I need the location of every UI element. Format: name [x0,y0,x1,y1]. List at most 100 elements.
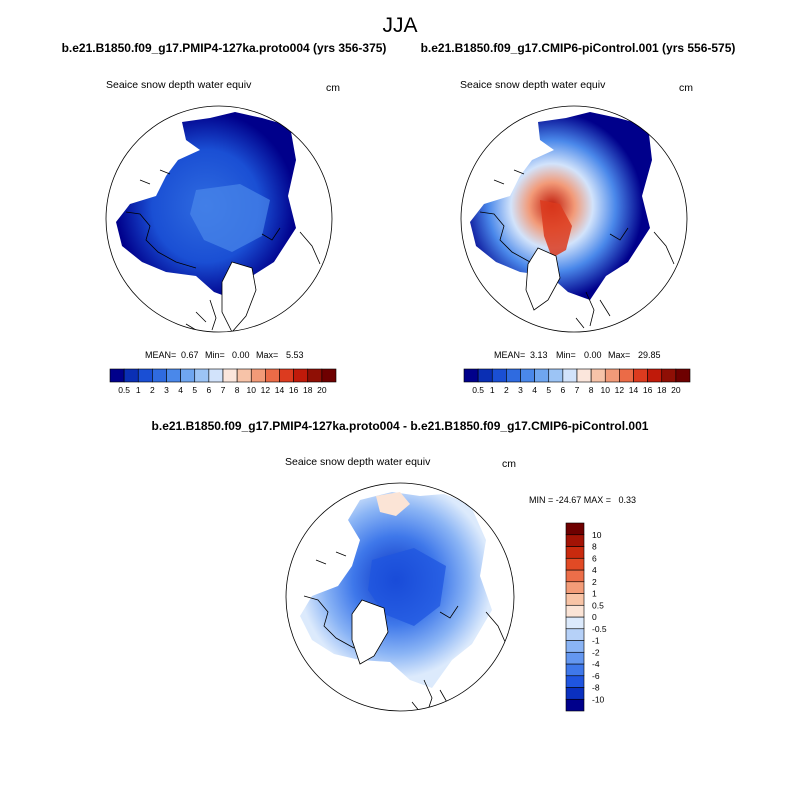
panel-b-colorbar-box [548,368,564,383]
panel-a-colorbar-box [152,368,167,383]
panel-a-colorbar-label: 20 [317,385,327,395]
panel-b-mean-label: MEAN= [494,350,525,360]
panel-b-coast-1 [479,169,675,265]
panel-c-colorbar-box [565,546,585,559]
panel-a: Seaice snow depth water equiv cm MEAN= 0… [105,79,340,395]
panel-c-colorbar-box [565,557,585,571]
panel-b-max-label: Max= [608,350,630,360]
panel-b-stats: MEAN= 3.13 Min= 0.00 Max= 29.85 [494,350,661,360]
panel-a-colorbar-box [265,368,280,383]
panel-b-variable-label: Seaice snow depth water equiv [460,79,606,91]
panel-b-colorbar-label: 4 [532,385,537,395]
panel-c-colorbar-box [565,675,585,688]
panel-a-colorbar-label: 8 [235,385,240,395]
panel-c-colorbar-box [565,593,585,606]
panel-a-colorbar-label: 16 [289,385,299,395]
panel-b-colorbar-box [491,368,507,383]
panel-a-mean-label: MEAN= [145,350,176,360]
panel-b-colorbar-box [604,368,620,383]
panel-a-mean-value: 0.67 [181,350,199,360]
panel-a-colorbar-label: 6 [207,385,212,395]
panel-a-colorbar-box [222,368,238,383]
panel-b-colorbar-label: 6 [561,385,566,395]
panel-b-colorbar-label: 14 [629,385,639,395]
panel-a-colorbar-box [307,368,323,383]
panel-c-colorbar-label: 8 [592,542,597,552]
panel-a-colorbar-label: 4 [178,385,183,395]
panel-b-colorbar-label: 20 [671,385,681,395]
panel-c-map [286,483,514,711]
panel-a-colorbar-box [109,368,125,383]
panel-b-colorbar-label: 5 [546,385,551,395]
panel-a-colorbar: 0.5 1 2 3 4 5 6 7 8 10 12 14 16 18 20 [109,368,337,395]
panel-a-colorbar-box [166,368,181,383]
panel-a-colorbar-label: 12 [261,385,271,395]
panel-a-case-title: b.e21.B1850.f09_g17.PMIP4-127ka.proto004… [62,41,387,55]
panel-c-map-border [285,482,515,712]
panel-a-units-label: cm [326,82,340,94]
panel-b: Seaice snow depth water equiv cm MEAN= 3… [460,79,693,395]
panel-c-colorbar-label: -8 [592,683,600,693]
panel-c-greenland [351,599,389,665]
panel-c-colorbar-box [565,581,585,594]
panel-b-colorbar-box [675,368,691,383]
panel-a-map-border [105,105,333,333]
panel-b-colorbar-label: 0.5 [472,385,484,395]
panel-b-colorbar-label: 7 [575,385,580,395]
panel-c-colorbar-label: -2 [592,647,600,657]
panel-c-coast-1 [303,551,507,649]
panel-c-colorbar-box [565,534,585,547]
panel-a-colorbar-box [180,368,196,383]
panel-c-case-title: b.e21.B1850.f09_g17.PMIP4-127ka.proto004… [152,419,649,433]
panel-c-units-label: cm [502,458,516,470]
panel-c-colorbar-label: 1 [592,589,597,599]
panel-a-colorbar-label: 3 [164,385,169,395]
panel-c-colorbar-label: 10 [592,530,602,540]
panel-c-colorbar-box [565,604,585,618]
panel-a-colorbar-label: 1 [136,385,141,395]
panel-a-greenland [221,261,257,332]
panel-b-colorbar-box [633,368,648,383]
panel-b-min-value: 0.00 [584,350,602,360]
panel-c-colorbar-label: 4 [592,565,597,575]
panel-c-colorbar-label: -4 [592,659,600,669]
panel-c-colorbar-label: 2 [592,577,597,587]
panel-b-colorbar-box [463,368,479,383]
panel-b-colorbar-label: 12 [615,385,625,395]
panel-b-snow-core [540,200,572,258]
panel-c-colorbar-box [565,663,585,677]
panel-c-colorbar-box [565,687,585,700]
panel-c-diff-core [368,548,446,626]
panel-a-colorbar-box [208,368,224,383]
panel-c-positive-patch [376,492,410,516]
panel-c: Seaice snow depth water equiv cm MIN = -… [285,456,636,712]
panel-b-colorbar-box [576,368,592,383]
panel-c-colorbar-label: 0 [592,612,597,622]
panel-b-colorbar-box [562,368,578,383]
panel-b-greenland [525,247,561,311]
panel-a-colorbar-box [250,368,266,383]
panel-c-colorbar-label: 0.5 [592,600,604,610]
panel-b-colorbar-box [619,368,634,383]
panel-c-colorbar-box [565,698,585,712]
panel-c-colorbar-label: -1 [592,636,600,646]
panel-a-colorbar-label: 7 [221,385,226,395]
panel-c-min-max-label: MIN = -24.67 MAX = 0.33 [529,495,636,505]
panel-c-colorbar-box [565,616,585,630]
panel-b-min-label: Min= [556,350,576,360]
panel-a-colorbar-box [279,368,294,383]
panel-a-colorbar-box [321,368,337,383]
panel-c-colorbar-box [565,640,585,653]
panel-c-colorbar-label: 6 [592,553,597,563]
panel-b-max-value: 29.85 [638,350,661,360]
panel-a-coast-1 [125,169,321,269]
panel-b-mean-value: 3.13 [530,350,548,360]
panel-b-colorbar-label: 16 [643,385,653,395]
figure-title: JJA [382,14,417,37]
panel-a-snow-core [190,184,270,252]
panel-b-units-label: cm [679,82,693,94]
panel-c-variable-label: Seaice snow depth water equiv [285,456,431,468]
panel-a-colorbar-box [236,368,252,383]
panel-a-colorbar-box [123,368,139,383]
